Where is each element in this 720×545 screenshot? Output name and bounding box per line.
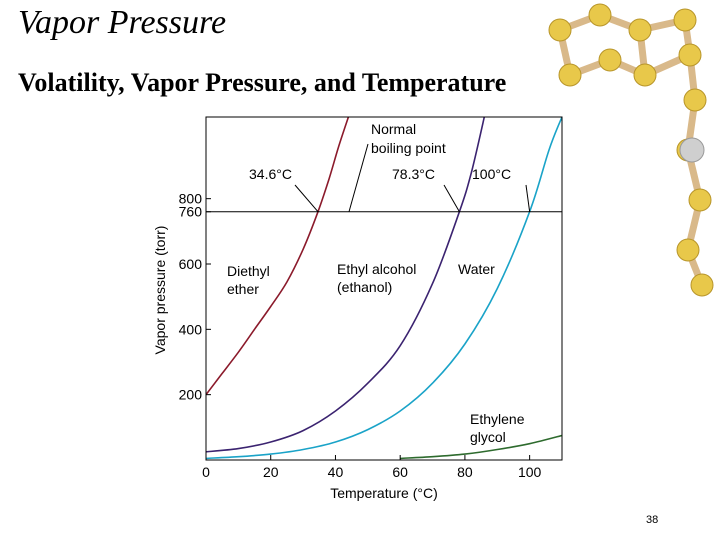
- series-label-3-line-0: Ethylene: [470, 411, 525, 427]
- boiling-point-leader-0: [294, 184, 319, 213]
- x-tick-label-4: 80: [457, 464, 473, 480]
- y-tick-label-4: 800: [179, 191, 203, 207]
- series-label-2-line-0: Water: [458, 261, 495, 277]
- boiling-point-leader-1: [443, 184, 460, 212]
- y-tick-label-0: 200: [179, 387, 203, 403]
- y-tick-label-3: 760: [179, 204, 203, 220]
- x-tick-label-1: 20: [263, 464, 279, 480]
- y-tick-label-1: 400: [179, 321, 203, 337]
- series-line-0: [206, 117, 350, 396]
- series-label-3-line-1: glycol: [470, 429, 506, 445]
- slide-subtitle: Volatility, Vapor Pressure, and Temperat…: [18, 68, 507, 97]
- boiling-point-label-1: 78.3°C: [392, 166, 435, 182]
- plot-frame: [205, 116, 563, 461]
- chart-background: [206, 104, 562, 460]
- boiling-point-label-2: 100°C: [472, 166, 511, 182]
- x-tick-label-3: 60: [392, 464, 408, 480]
- series-label-0-line-1: ether: [227, 281, 259, 297]
- molecule-ball-and-stick-icon: [548, 3, 714, 297]
- page-number: 38: [646, 514, 659, 526]
- series-line-1: [206, 117, 486, 453]
- series-line-3: [400, 434, 562, 460]
- series-label-1-line-1: (ethanol): [337, 279, 392, 295]
- y-tick-label-2: 600: [179, 256, 203, 272]
- boiling-point-leader-2: [525, 184, 531, 212]
- normal-boiling-point-label-line-1: boiling point: [371, 140, 446, 156]
- series-label-1-line-0: Ethyl alcohol: [337, 261, 416, 277]
- x-tick-label-0: 0: [202, 464, 210, 480]
- boiling-point-label-0: 34.6°C: [249, 166, 292, 182]
- series-label-0-line-0: Diethyl: [227, 263, 270, 279]
- x-axis-label: Temperature (°C): [330, 485, 438, 501]
- slide-title: Vapor Pressure: [18, 4, 227, 41]
- x-tick-label-5: 100: [518, 464, 542, 480]
- x-tick-label-2: 40: [328, 464, 344, 480]
- normal-boiling-point-label-line-0: Normal: [371, 121, 416, 137]
- y-axis-label: Vapor pressure (torr): [152, 226, 168, 355]
- normal-boiling-point-leader: [348, 143, 369, 212]
